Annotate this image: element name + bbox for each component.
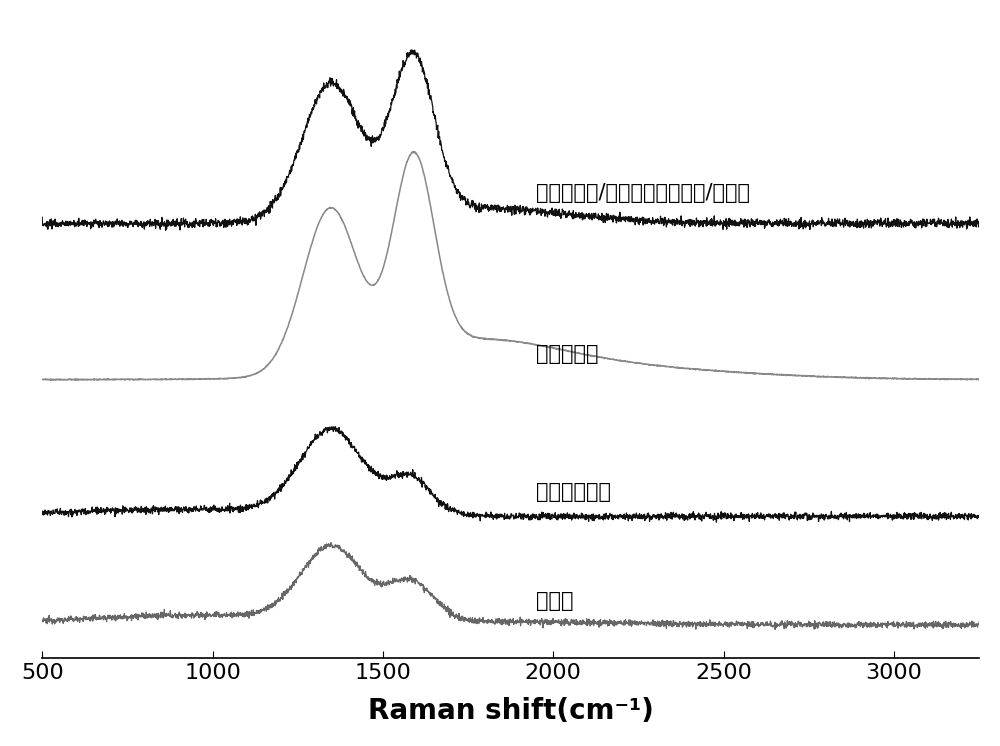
Text: 氧化石墨烯/聚甲基丙烯酸甲酯/碳微球: 氧化石墨烯/聚甲基丙烯酸甲酯/碳微球 <box>536 183 750 203</box>
Text: 碳微球: 碳微球 <box>536 591 574 611</box>
X-axis label: Raman shift(cm⁻¹): Raman shift(cm⁻¹) <box>368 698 654 725</box>
Text: 氧化石墨烯: 氧化石墨烯 <box>536 344 599 364</box>
Text: 功能化碳微球: 功能化碳微球 <box>536 482 611 501</box>
